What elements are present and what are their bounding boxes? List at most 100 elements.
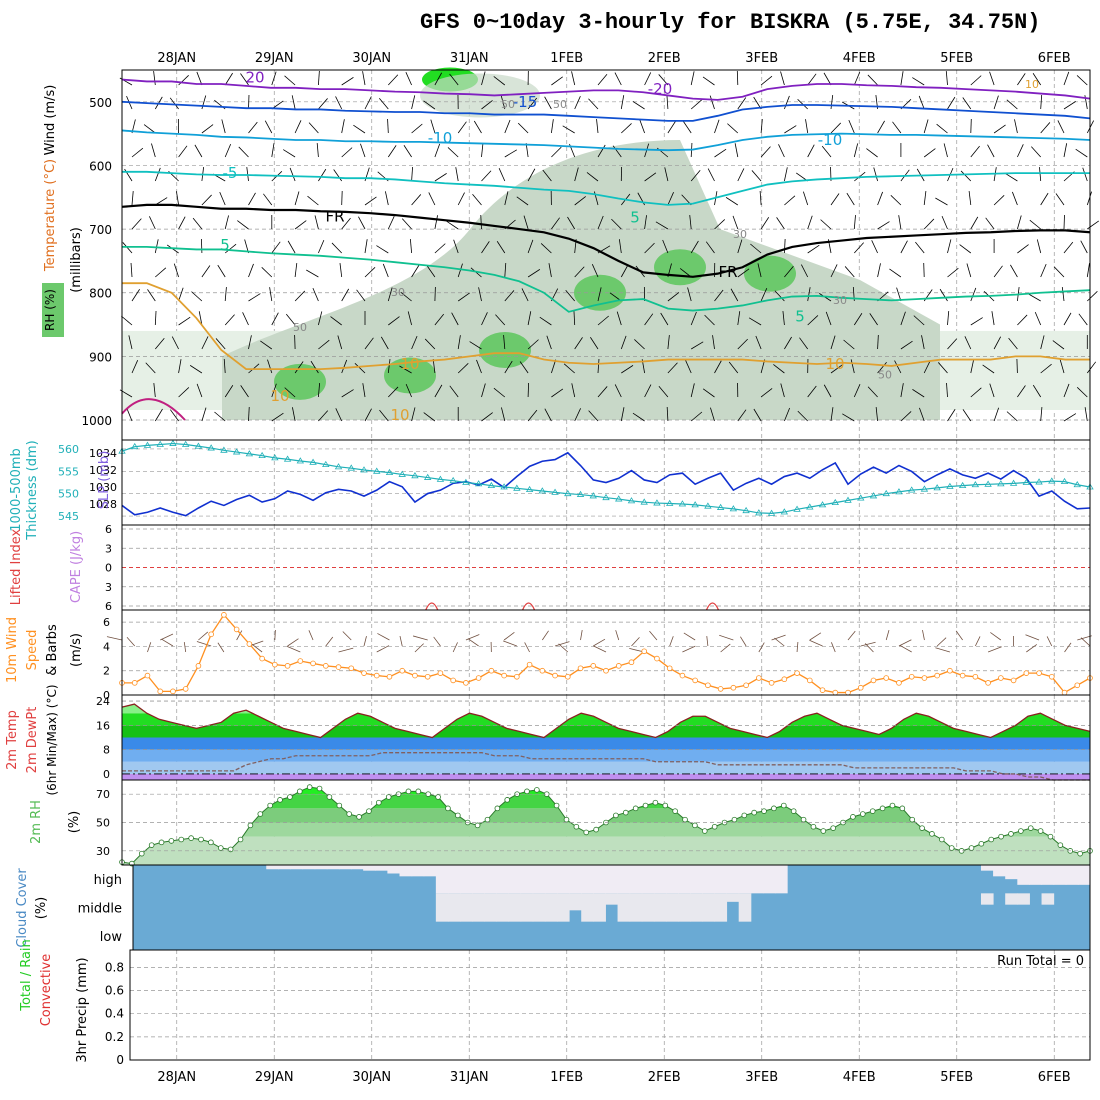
rh2m-marker <box>356 814 362 820</box>
wind-barb <box>318 311 323 326</box>
wind10m-marker <box>959 672 966 679</box>
thickness-marker <box>436 475 445 482</box>
lifted-marker <box>425 602 439 611</box>
wind-barb <box>900 240 908 254</box>
wind-barb <box>481 241 490 254</box>
rh2m-marker <box>662 802 669 809</box>
wind-barb <box>271 383 277 398</box>
wind-barb <box>1084 407 1088 422</box>
wind-barb <box>574 337 583 350</box>
wind-barb-10m <box>342 631 352 641</box>
wind10m-marker <box>947 667 953 674</box>
wind-barb <box>690 411 703 422</box>
wind-barb <box>196 383 203 398</box>
bottom-date-label: 2FEB <box>648 1070 681 1085</box>
rh2m-marker <box>998 833 1004 840</box>
wind-barb <box>224 287 227 302</box>
wind-barb <box>362 383 366 398</box>
wind-barb <box>666 95 669 110</box>
thickness-marker <box>678 500 687 507</box>
wind-barb <box>773 364 785 374</box>
wind-barb <box>799 337 809 350</box>
wind-barb <box>730 288 739 302</box>
wind-barb <box>753 408 762 422</box>
rh2m-marker <box>435 794 441 800</box>
wind-barb <box>387 118 389 134</box>
wind-barb <box>527 239 534 254</box>
wind-barb-10m <box>682 645 696 653</box>
wind10m-marker <box>450 677 456 684</box>
wind-barb <box>318 98 328 110</box>
slp-tick-label: 1032 <box>89 464 117 477</box>
thickness-marker <box>640 498 648 505</box>
wind-barb <box>784 167 788 182</box>
contour-label: 30 <box>391 286 405 299</box>
wind-barb <box>364 239 368 254</box>
wind-barb <box>644 384 652 398</box>
wind-barb <box>473 120 482 134</box>
wind-barb <box>178 216 186 230</box>
wind-barb <box>411 95 416 110</box>
wind-barb <box>621 123 632 134</box>
wind-barb <box>527 269 541 278</box>
wind-barb <box>411 194 422 206</box>
wind-barb <box>690 341 704 350</box>
wind-barb <box>434 143 441 158</box>
rh-shade-high <box>479 332 531 368</box>
wind-barb-10m <box>377 633 390 641</box>
wind-barb-10m <box>467 638 479 647</box>
wind-barb <box>400 291 412 302</box>
wind-barb <box>551 359 557 374</box>
wind-barb <box>1017 385 1026 398</box>
wind-barb-10m <box>274 629 276 641</box>
wind-barb <box>1082 167 1088 182</box>
wind-barb <box>411 407 416 422</box>
wind-barb <box>830 95 834 110</box>
lifted-marker <box>521 602 536 611</box>
wind-barb <box>867 74 878 86</box>
wind-barb <box>757 263 762 278</box>
thickness-marker <box>857 494 865 501</box>
wind-barb <box>224 385 234 398</box>
wind-barb <box>943 143 948 158</box>
contour-label: 30 <box>833 294 847 307</box>
cloud-clear-cell <box>314 865 328 870</box>
wind-barb <box>755 335 762 350</box>
rh-band <box>122 794 1090 809</box>
thickness-marker <box>131 442 139 450</box>
wind-barb <box>820 219 832 230</box>
thickness-marker <box>181 440 190 447</box>
thickness-marker <box>245 450 254 457</box>
rh2m-marker <box>790 808 797 814</box>
cloud-clear-cell <box>460 865 473 894</box>
wind-barb <box>591 264 599 278</box>
wind-barb-10m <box>580 629 583 641</box>
rh2m-marker <box>257 811 264 817</box>
wind-barb <box>947 267 959 278</box>
wind-barb <box>597 386 608 398</box>
rh-shade-high <box>274 363 326 400</box>
wind-barb <box>153 383 156 398</box>
wind-barb <box>644 242 655 254</box>
top-date-label: 2FEB <box>648 51 681 66</box>
rh2m-marker <box>820 828 827 834</box>
wind-barb <box>892 121 902 134</box>
wind-barb <box>285 313 296 326</box>
thickness-marker <box>946 482 954 489</box>
isotherm--20 <box>121 78 1091 101</box>
wind-barb-10m <box>649 630 658 641</box>
rh2m-marker <box>316 785 323 792</box>
wind-barb <box>551 388 564 398</box>
wind-barb <box>667 335 670 350</box>
wind-barb <box>898 215 902 230</box>
wind-barb <box>294 220 307 230</box>
wind-barb-10m <box>452 642 458 653</box>
wind10m-marker <box>348 665 355 672</box>
wind-barb <box>341 119 345 134</box>
rh2m-marker <box>711 823 718 830</box>
wind10m-line <box>122 613 1091 694</box>
wind-barb <box>540 243 552 254</box>
wind-barb <box>214 411 226 422</box>
wind10m-marker <box>590 663 597 669</box>
wind-barb <box>1063 71 1070 86</box>
